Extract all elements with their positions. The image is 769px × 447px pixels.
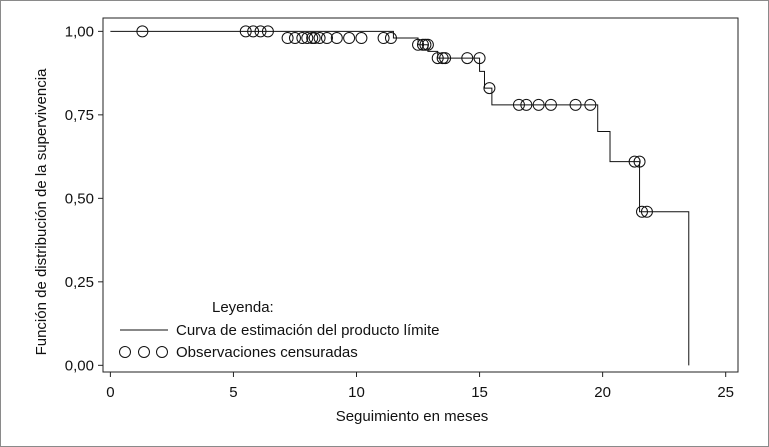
legend: Leyenda: Curva de estimación del product… [119,299,439,361]
censored-point-22 [431,52,444,65]
censored-point-1 [239,25,252,38]
censored-point-35 [633,155,646,168]
legend-marker-2 [138,346,150,358]
x-tick-label-1: 5 [229,384,237,401]
censored-point-21 [421,38,434,51]
censored-point-12 [320,32,333,45]
legend-title: Leyenda: [212,299,274,316]
series-layer [110,25,690,366]
x-axis: 0 5 10 15 20 25 [106,372,734,401]
censored-point-34 [628,155,641,168]
censored-point-26 [473,52,486,65]
censored-point-7 [296,32,309,45]
censored-point-3 [254,25,267,38]
censored-point-4 [261,25,274,38]
censored-point-5 [281,32,294,45]
censored-point-20 [419,38,432,51]
censored-point-9 [306,32,319,45]
legend-marker-label: Observaciones censuradas [176,344,358,361]
censored-point-37 [640,205,653,218]
censored-point-18 [412,38,425,51]
y-tick-label-3: 0,75 [65,107,94,124]
plot-area [102,17,739,373]
y-axis: 0,00 0,25 0,50 0,75 1,00 [65,23,103,374]
y-tick-label-2: 0,50 [65,190,94,207]
censored-point-2 [247,25,260,38]
x-tick-label-0: 0 [106,384,114,401]
y-tick-label-1: 0,25 [65,274,94,291]
x-tick-label-4: 20 [594,384,611,401]
legend-line-label: Curva de estimación del producto límite [176,322,439,339]
y-axis-title: Función de distribución de la superviven… [33,68,50,355]
censored-point-31 [544,98,557,111]
censored-point-17 [384,32,397,45]
y-tick-label-0: 0,00 [65,357,94,374]
censored-point-23 [436,52,449,65]
censored-point-27 [483,82,496,95]
censored-point-10 [308,32,321,45]
censored-point-14 [343,32,356,45]
censored-point-15 [355,32,368,45]
censored-point-16 [377,32,390,45]
censored-point-24 [439,52,452,65]
censored-point-25 [461,52,474,65]
censored-point-19 [416,38,429,51]
censored-point-11 [313,32,326,45]
censored-point-8 [301,32,314,45]
censored-point-32 [569,98,582,111]
legend-marker-1 [119,346,131,358]
censored-point-29 [520,98,533,111]
x-axis-title: Seguimiento en meses [336,408,489,425]
legend-marker-3 [156,346,168,358]
censored-point-28 [512,98,525,111]
censored-point-36 [636,205,649,218]
censored-point-30 [532,98,545,111]
x-tick-label-2: 10 [348,384,365,401]
x-tick-label-5: 25 [717,384,734,401]
censored-point-0 [136,25,149,38]
censored-point-6 [288,32,301,45]
x-tick-label-3: 15 [471,384,488,401]
y-tick-label-4: 1,00 [65,23,94,40]
censored-point-33 [584,98,597,111]
censored-point-13 [330,32,343,45]
